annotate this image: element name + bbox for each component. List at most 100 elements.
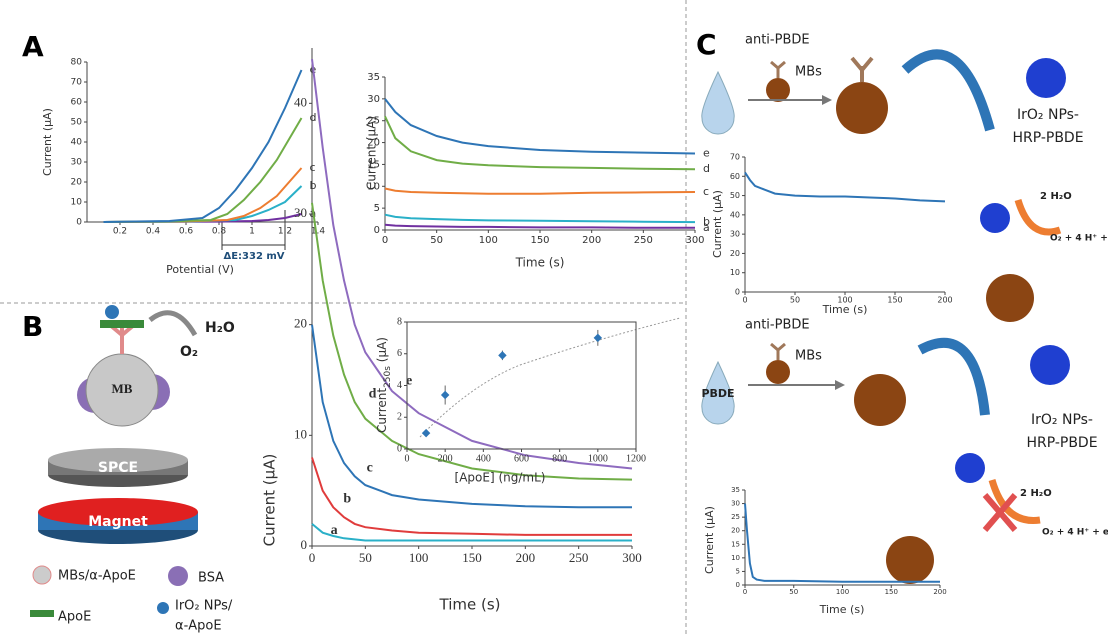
legend-icon — [157, 602, 169, 614]
y-tick-label: 0 — [397, 443, 402, 454]
y-axis-title: Current (μA) — [261, 454, 279, 547]
label: MBs — [795, 65, 822, 80]
y-tick-label: 30 — [294, 205, 307, 220]
y-tick-label: 60 — [71, 98, 83, 108]
y-tick-label: 5 — [736, 567, 740, 575]
legend-icon — [168, 566, 188, 586]
y-tick-label: 60 — [730, 172, 740, 181]
y-tick-label: 20 — [731, 527, 740, 535]
x-tick-label: 0 — [309, 550, 316, 565]
legend-icon — [30, 610, 54, 617]
antibody — [770, 60, 786, 78]
x-tick-label: 200 — [516, 550, 536, 565]
label: HRP-PBDE — [1026, 435, 1097, 451]
label: 2 H₂O — [1040, 191, 1072, 202]
label: anti-PBDE — [745, 33, 810, 48]
y-tick-label: 70 — [730, 153, 740, 162]
x-tick-label: 1.2 — [278, 227, 292, 237]
mb — [986, 274, 1034, 322]
y-axis-title-part: (μA) — [375, 337, 389, 366]
series-label: b — [343, 491, 351, 506]
iro2-np — [105, 305, 119, 319]
y-tick-label: 4 — [397, 380, 402, 391]
x-tick-label: 200 — [438, 453, 453, 464]
iro2-cluster — [1026, 58, 1066, 98]
y-tick-label: 50 — [730, 191, 740, 200]
y-tick-label: 30 — [731, 500, 740, 508]
x-tick-label: 50 — [359, 550, 372, 565]
blocked-mark — [982, 493, 1018, 532]
y-tick-label: 30 — [71, 158, 83, 168]
series-label: c — [367, 460, 373, 475]
data-line — [384, 115, 696, 171]
mb — [766, 360, 790, 384]
x-tick-label: 0 — [742, 296, 747, 305]
y-axis-title: Current (μA) — [41, 108, 54, 176]
series-label: b — [310, 179, 317, 192]
curved-arrow — [917, 337, 990, 416]
x-tick-label: 50 — [790, 296, 800, 305]
data-line — [311, 523, 632, 542]
x-tick-label: 0.6 — [179, 227, 194, 237]
reaction-arrow — [148, 310, 198, 337]
y-tick-label: 10 — [730, 268, 740, 277]
x-axis-title: Time (s) — [822, 303, 868, 316]
label: HRP-PBDE — [1012, 130, 1083, 146]
label: O₂ + 4 H⁺ + e⁻ — [1042, 528, 1108, 538]
x-tick-label: 150 — [885, 588, 898, 596]
y-axis-title: Current (μA) — [711, 190, 724, 258]
fit-curve — [419, 317, 681, 438]
label: H₂O — [205, 320, 235, 336]
y-tick-label: 40 — [294, 94, 307, 109]
x-tick-label: 0.8 — [212, 227, 227, 237]
x-tick-label: 100 — [479, 235, 498, 246]
series-label: a — [331, 523, 338, 538]
series-label: e — [703, 147, 710, 160]
x-tick-label: 100 — [837, 296, 852, 305]
drop — [701, 70, 735, 135]
data-line — [744, 503, 940, 583]
iro2-cluster — [1030, 345, 1070, 385]
series-label: c — [703, 185, 709, 198]
y-axis-title: Current (μA) — [703, 506, 716, 574]
panel-label: C — [696, 28, 717, 61]
antibody — [770, 342, 786, 360]
series-label: d — [703, 162, 710, 175]
mb — [854, 374, 906, 426]
label: 2 H₂O — [1020, 488, 1052, 499]
data-line — [103, 69, 303, 223]
data-line — [103, 167, 303, 223]
legend-icon — [32, 565, 52, 585]
y-tick-label: 20 — [367, 138, 380, 149]
y-tick-label: 0 — [301, 537, 308, 552]
y-tick-label: 15 — [731, 540, 740, 548]
x-tick-label: 50 — [789, 588, 798, 596]
x-axis-title: Time (s) — [819, 603, 865, 616]
data-line — [103, 185, 303, 223]
y-tick-label: 40 — [730, 210, 740, 219]
x-tick-label: 0 — [382, 235, 388, 246]
label: PBDE — [701, 387, 734, 400]
label: IrO₂ NPs- — [1031, 412, 1093, 428]
series-label: a — [703, 221, 710, 234]
x-tick-label: 1200 — [626, 453, 646, 464]
mb — [886, 536, 934, 584]
data-point — [421, 428, 431, 438]
series-label: c — [310, 161, 316, 174]
series-label: d — [310, 111, 317, 124]
annotation: ΔE:332 mV — [223, 251, 284, 262]
x-tick-label: 0.4 — [146, 227, 161, 237]
y-tick-label: 40 — [71, 138, 83, 148]
label: MBs — [795, 349, 822, 364]
label: IrO₂ NPs- — [1017, 107, 1079, 123]
x-tick-label: 200 — [582, 235, 601, 246]
x-tick-label: 50 — [430, 235, 443, 246]
y-axis-title-part: Current — [375, 388, 389, 433]
data-point — [593, 333, 603, 343]
data-line — [311, 58, 633, 470]
apoe — [100, 320, 144, 328]
y-tick-label: 20 — [71, 178, 83, 188]
data-line — [311, 457, 632, 536]
x-axis-title: Time (s) — [439, 596, 501, 614]
